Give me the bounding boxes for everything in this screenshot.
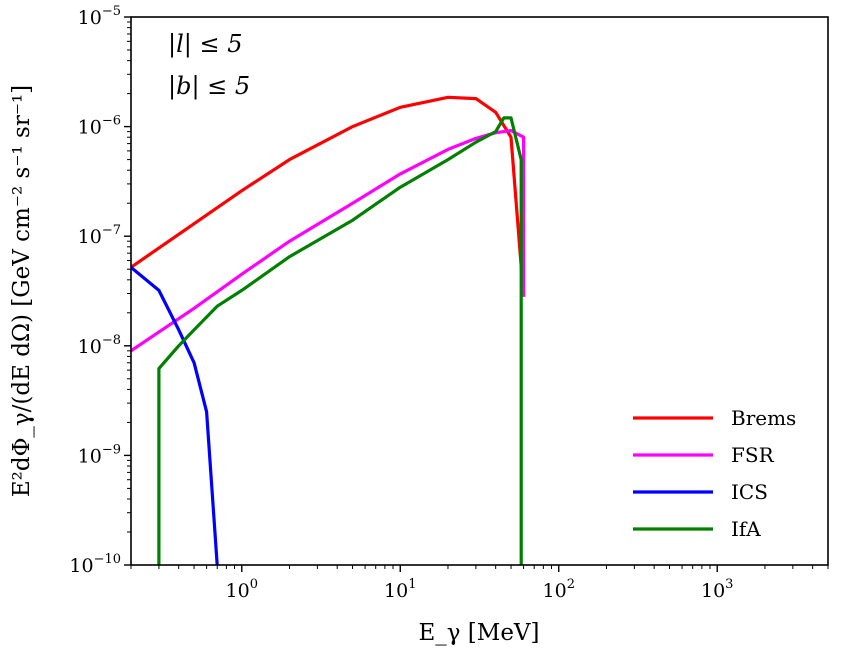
annotation-b: |b| ≤ 5: [168, 72, 250, 101]
x-tick-label: 100: [226, 577, 258, 602]
legend-label-ics: ICS: [731, 480, 768, 504]
legend-label-fsr: FSR: [731, 443, 775, 467]
annotation-l: |l| ≤ 5: [168, 30, 242, 59]
y-axis-title: E²dΦ_γ/(dE dΩ) [GeV cm⁻² s⁻¹ sr⁻¹]: [9, 85, 35, 497]
legend-label-brems: Brems: [731, 406, 796, 430]
y-tick-label: 10−8: [78, 333, 121, 358]
y-tick-label: 10−9: [78, 442, 121, 467]
plot-frame: [130, 16, 829, 566]
x-axis-title: E_γ [MeV]: [418, 620, 539, 646]
tick-labels-layer: 100 101 102 103 10−10 10−9 10−8 10−7 10−6 10−5: [69, 4, 733, 602]
series-line-ics: [131, 266, 219, 565]
series-line-brems: [131, 95, 526, 297]
y-tick-label: 10−7: [78, 223, 121, 248]
x-tick-label: 101: [384, 577, 416, 602]
legend: Brems FSR ICS IfA: [633, 406, 796, 541]
legend-label-ifa: IfA: [731, 517, 761, 541]
series-line-ifa: [157, 116, 523, 565]
series-line-fsr: [131, 129, 526, 353]
series-layer: [131, 95, 526, 565]
x-tick-label: 103: [701, 577, 733, 602]
y-tick-label: 10−6: [78, 114, 121, 139]
y-tick-label: 10−10: [69, 552, 121, 577]
y-tick-label: 10−5: [78, 4, 121, 29]
x-tick-label: 102: [543, 577, 575, 602]
